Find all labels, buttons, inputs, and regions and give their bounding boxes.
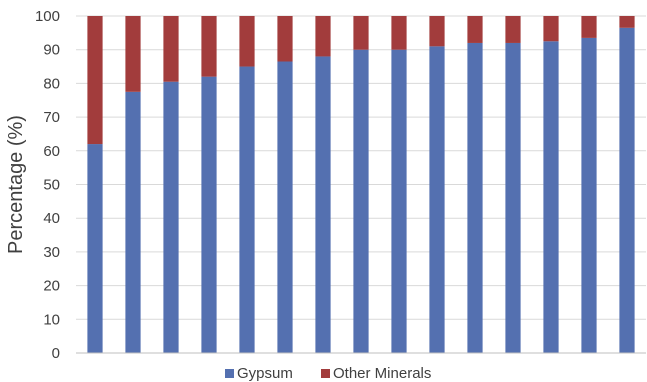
bar-segment-other-minerals (619, 16, 635, 28)
bar-segment-gypsum (429, 46, 445, 354)
bar-segment-gypsum (391, 49, 407, 353)
y-tick-label: 50 (43, 177, 60, 194)
y-tick-label: 10 (43, 311, 60, 328)
bar-segment-other-minerals (87, 16, 103, 145)
y-tick-label: 90 (43, 42, 60, 59)
bar-segment-other-minerals (543, 16, 559, 42)
bar-segment-gypsum (315, 56, 331, 353)
bar-segment-other-minerals (467, 16, 483, 43)
bar-segment-gypsum (581, 37, 597, 353)
y-axis-title: Percentage (%) (5, 115, 27, 254)
legend-label: Other Minerals (333, 365, 431, 382)
bar-segment-other-minerals (429, 16, 445, 47)
bar-segment-gypsum (277, 61, 293, 354)
bar-segment-gypsum (163, 81, 179, 353)
y-tick-label: 60 (43, 143, 60, 160)
bar-segment-gypsum (239, 66, 255, 354)
y-axis-ticks: 0 10 20 30 40 50 60 70 80 90 100 (35, 8, 60, 362)
y-tick-label: 80 (43, 75, 60, 92)
y-tick-label: 0 (52, 345, 60, 362)
bar-segment-gypsum (353, 49, 369, 353)
bar-segment-gypsum (201, 76, 217, 353)
bar-segment-other-minerals (505, 16, 521, 43)
bar-segment-other-minerals (125, 16, 141, 92)
legend-label: Gypsum (237, 365, 293, 382)
bar-segment-gypsum (125, 91, 141, 353)
y-tick-label: 100 (35, 8, 60, 25)
bar-segment-other-minerals (391, 16, 407, 50)
bar-segment-other-minerals (277, 16, 293, 62)
bar-segment-other-minerals (201, 16, 217, 77)
y-tick-label: 70 (43, 109, 60, 126)
bar-segment-other-minerals (163, 16, 179, 82)
legend-swatch (321, 369, 330, 378)
bars (87, 16, 635, 354)
bar-segment-other-minerals (581, 16, 597, 38)
bar-segment-gypsum (87, 144, 103, 353)
bar-segment-gypsum (467, 42, 483, 354)
bar-segment-other-minerals (239, 16, 255, 67)
bar-segment-other-minerals (353, 16, 369, 50)
bar-segment-gypsum (543, 41, 559, 354)
y-tick-label: 30 (43, 244, 60, 261)
bar-segment-gypsum (505, 42, 521, 354)
bar-segment-gypsum (619, 27, 635, 353)
bar-segment-other-minerals (315, 16, 331, 57)
legend-swatch (225, 369, 234, 378)
y-tick-label: 20 (43, 278, 60, 295)
legend: Gypsum Other Minerals (225, 365, 431, 382)
y-tick-label: 40 (43, 210, 60, 227)
